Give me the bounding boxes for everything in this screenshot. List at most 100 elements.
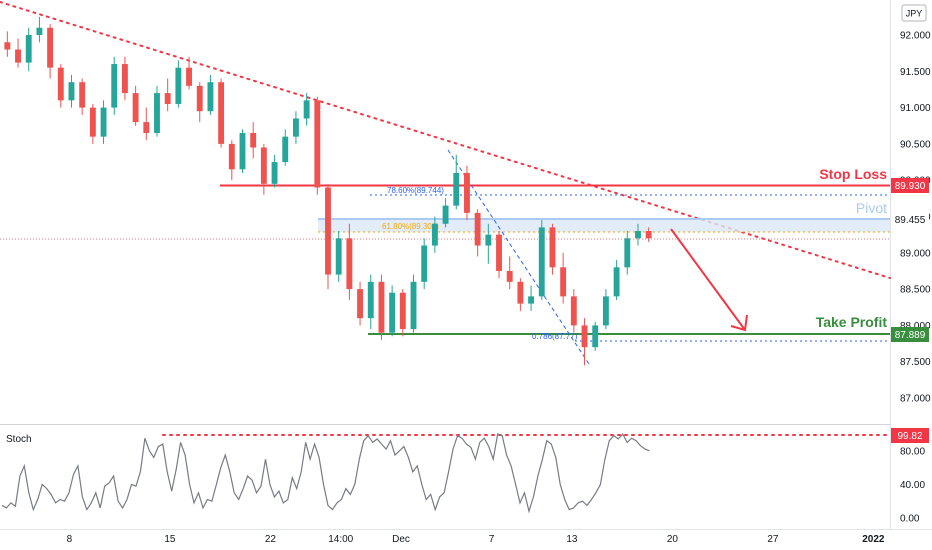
time-tick-label: 8 [67, 534, 73, 545]
candle-bull [36, 27, 43, 35]
fib-label-786-bottom: 0.786(87.77) [532, 332, 578, 341]
candle-bear [89, 107, 96, 137]
candle-bear [506, 270, 513, 282]
candle-bear [645, 231, 652, 239]
candle-bull [282, 136, 289, 163]
price-tick-label: 87.000 [900, 394, 931, 405]
price-tick-label: 91.000 [900, 103, 931, 114]
svg-text:89.455: 89.455 [895, 215, 926, 226]
candle-bull [613, 267, 620, 297]
price-tick-label: 92.000 [900, 31, 931, 42]
candle-bear [79, 82, 86, 108]
price-tick-label: 88.500 [900, 285, 931, 296]
candle-bear [4, 42, 11, 50]
take-profit-price-tag: 87.889 [891, 327, 929, 342]
candle-bull [592, 325, 599, 348]
candle-bear [549, 227, 556, 268]
candle-bull [367, 281, 374, 319]
candle-bull [335, 238, 342, 275]
candle-bear [57, 67, 64, 101]
price-tick-label: 87.500 [900, 357, 931, 368]
price-tick-label: 91.500 [900, 67, 931, 78]
target-arrow-shaft[interactable] [670, 228, 746, 331]
candle-bear [143, 122, 150, 134]
time-tick-label: Dec [392, 534, 410, 545]
pivot-zone[interactable] [318, 219, 890, 232]
candle-bear [121, 64, 128, 94]
stop-loss-label: Stop Loss [819, 166, 887, 182]
candle-bull [485, 234, 492, 246]
candle-bull [154, 93, 160, 134]
candle-bear [325, 187, 331, 275]
candle-bull [635, 231, 641, 239]
stoch-label: Stoch [6, 434, 32, 445]
stoch-tick-label: 80.00 [900, 446, 925, 457]
svg-text:89.930: 89.930 [895, 181, 926, 192]
candle-bull [25, 35, 32, 63]
candle-bear [15, 49, 21, 63]
price-tick-label: 90.500 [900, 139, 931, 150]
candle-bear [560, 267, 567, 297]
time-tick-label: 27 [767, 534, 779, 545]
candle-bull [538, 227, 545, 297]
price-tick-label: 88.000 [900, 321, 931, 332]
candle-bear [464, 172, 470, 213]
candle-bull [111, 64, 118, 108]
candle-bear [228, 143, 235, 170]
candle-bull [271, 162, 278, 184]
candle-bull [421, 245, 428, 282]
candle-bull [442, 205, 449, 224]
candle-bull [410, 281, 417, 330]
svg-text:87.889: 87.889 [895, 330, 926, 341]
stoch-overbought-tag: 99.82 [891, 428, 929, 443]
candle-bull [292, 118, 299, 137]
candle-bear [346, 238, 353, 290]
candle-bear [218, 82, 225, 144]
candle-bull [528, 296, 535, 304]
candle-bear [496, 234, 502, 271]
candle-bear [164, 93, 171, 104]
downtrend-line[interactable] [0, 1, 891, 279]
currency-label: JPY [906, 9, 923, 19]
time-tick-label: 7 [489, 534, 495, 545]
candle-bear [581, 325, 588, 348]
candle-bear [260, 147, 267, 184]
candle-bear [47, 27, 54, 68]
target-arrow-head [730, 314, 748, 332]
candle-bull [453, 172, 460, 206]
svg-text:99.82: 99.82 [897, 431, 922, 442]
currency-label-box[interactable]: JPY [901, 4, 927, 22]
stop-loss-price-tag: 89.930 [891, 178, 929, 193]
annotations: 78.60%(89.744) 61.80%(89.301) 0.786(87.7… [0, 1, 891, 365]
fib-retracement-diagonal[interactable] [447, 149, 590, 365]
candle-bull [68, 82, 75, 101]
stoch-tick-label: 40.00 [900, 480, 925, 491]
fib-label-786-top: 78.60%(89.744) [387, 186, 444, 195]
candle-bear [517, 281, 524, 304]
candle-bear [196, 85, 203, 112]
price-tick-label: 89.000 [900, 248, 931, 259]
candle-bear [186, 67, 192, 86]
candle-bull [207, 82, 214, 112]
candles [4, 16, 652, 366]
candle-bull [100, 107, 107, 137]
pivot-label: Pivot [856, 200, 887, 216]
fib-label-618: 61.80%(89.301) [382, 222, 439, 231]
time-tick-label: 22 [265, 534, 277, 545]
stoch-tick-label: 0.00 [900, 514, 920, 525]
candle-bear [399, 292, 406, 330]
time-tick-label: 2022 [862, 534, 885, 545]
candle-bull [303, 100, 310, 119]
candle-bear [474, 212, 481, 246]
time-tick-label: 13 [566, 534, 578, 545]
stoch-line [1, 432, 650, 514]
candle-bear [570, 296, 577, 326]
stoch-axis-ticks: 80.00 40.00 0.00 [900, 446, 925, 524]
candle-bull [624, 238, 631, 268]
candle-bear [132, 93, 139, 123]
time-tick-label: 15 [164, 534, 176, 545]
candle-bull [175, 67, 182, 104]
time-tick-label: 20 [667, 534, 679, 545]
